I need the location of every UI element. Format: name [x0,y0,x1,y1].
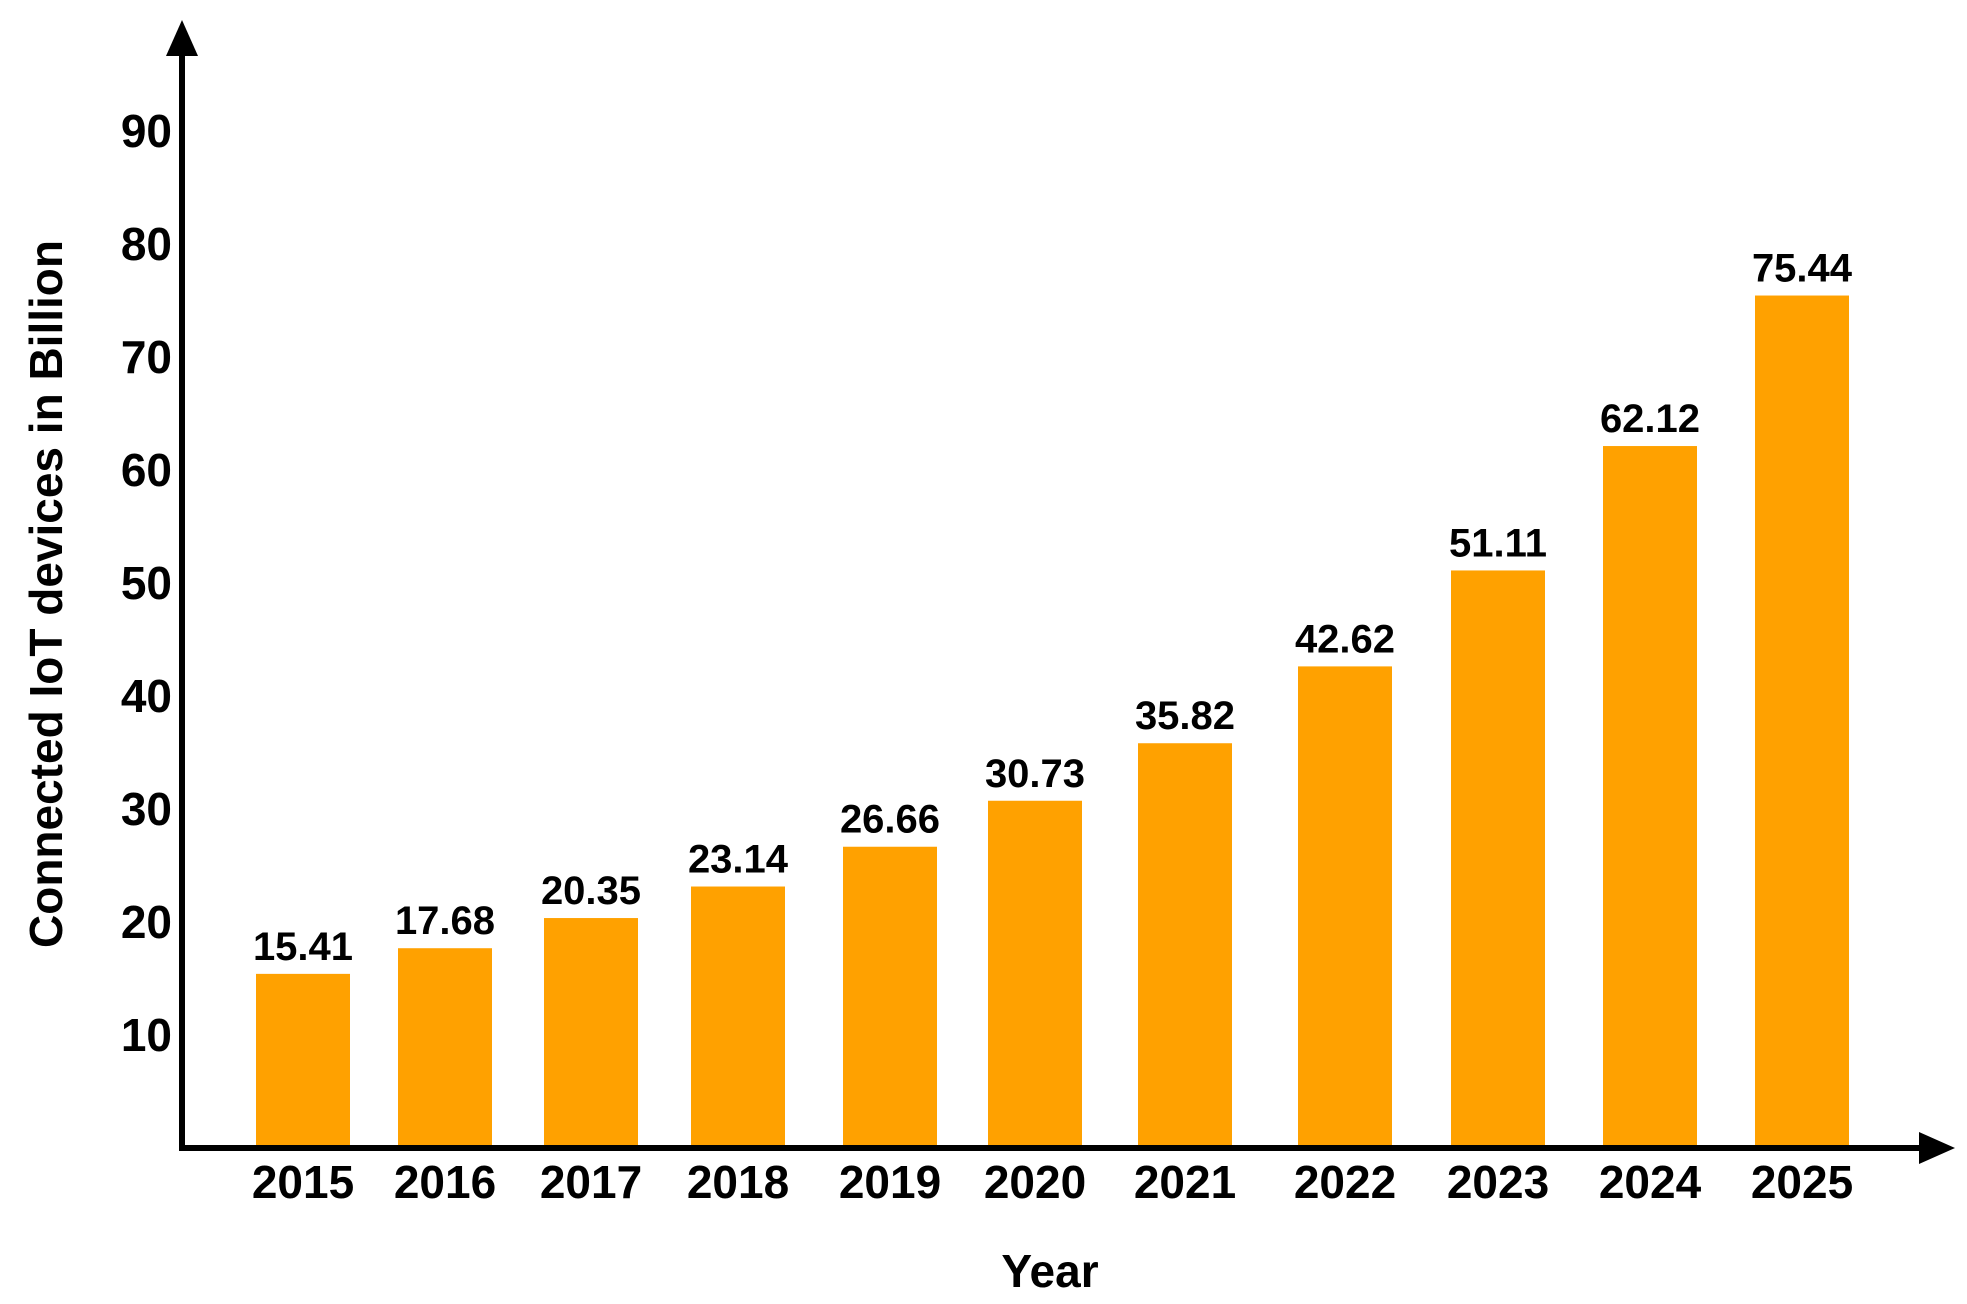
value-label-2018: 23.14 [688,838,789,882]
x-tick-label-2023: 2023 [1447,1156,1549,1208]
x-axis-arrowhead-icon [1919,1132,1955,1164]
value-label-2025: 75.44 [1752,247,1853,291]
value-label-2017: 20.35 [541,869,641,913]
x-axis-title: Year [1001,1245,1098,1297]
bar-2023 [1451,570,1545,1148]
value-label-2015: 15.41 [253,925,353,969]
y-tick-label-60: 60 [121,444,172,496]
bar-2016 [398,948,492,1148]
value-labels-layer: 15.41 17.68 20.35 23.14 26.66 30.73 35.82 42.62… [253,247,1853,969]
x-tick-label-2015: 2015 [252,1156,354,1208]
value-label-2024: 62.12 [1600,397,1700,441]
value-label-2020: 30.73 [985,752,1085,796]
value-label-2023: 51.11 [1449,521,1547,565]
bar-2017 [544,918,638,1148]
y-axis-arrowhead-icon [166,20,198,56]
x-tick-label-2017: 2017 [540,1156,642,1208]
value-label-2019: 26.66 [840,798,940,842]
y-tick-labels: 10 20 30 40 50 60 70 80 90 [121,105,172,1061]
x-tick-label-2025: 2025 [1751,1156,1853,1208]
bar-2015 [256,973,350,1148]
y-tick-label-40: 40 [121,670,172,722]
y-tick-label-30: 30 [121,783,172,835]
bar-2024 [1603,446,1697,1148]
bar-2025 [1755,295,1849,1148]
bar-2022 [1298,666,1392,1148]
bars-layer [256,295,1849,1148]
bar-2020 [988,800,1082,1148]
value-label-2016: 17.68 [395,899,495,943]
x-tick-label-2016: 2016 [394,1156,496,1208]
x-tick-label-2021: 2021 [1134,1156,1236,1208]
y-tick-label-10: 10 [121,1009,172,1061]
x-tick-label-2024: 2024 [1599,1156,1702,1208]
value-label-2022: 42.62 [1295,617,1395,661]
y-axis-title: Connected IoT devices in Billion [20,240,72,948]
bar-2019 [843,846,937,1148]
y-tick-label-20: 20 [121,896,172,948]
bar-2018 [691,886,785,1148]
y-tick-label-80: 80 [121,218,172,270]
y-tick-label-70: 70 [121,331,172,383]
x-tick-label-2022: 2022 [1294,1156,1396,1208]
y-tick-label-50: 50 [121,557,172,609]
y-tick-label-90: 90 [121,105,172,157]
x-tick-label-2019: 2019 [839,1156,941,1208]
value-label-2021: 35.82 [1135,694,1235,738]
x-tick-label-2018: 2018 [687,1156,789,1208]
x-tick-label-2020: 2020 [984,1156,1086,1208]
bar-2021 [1138,743,1232,1148]
x-tick-labels: 2015 2016 2017 2018 2019 2020 2021 2022 2023 2024… [252,1156,1853,1208]
